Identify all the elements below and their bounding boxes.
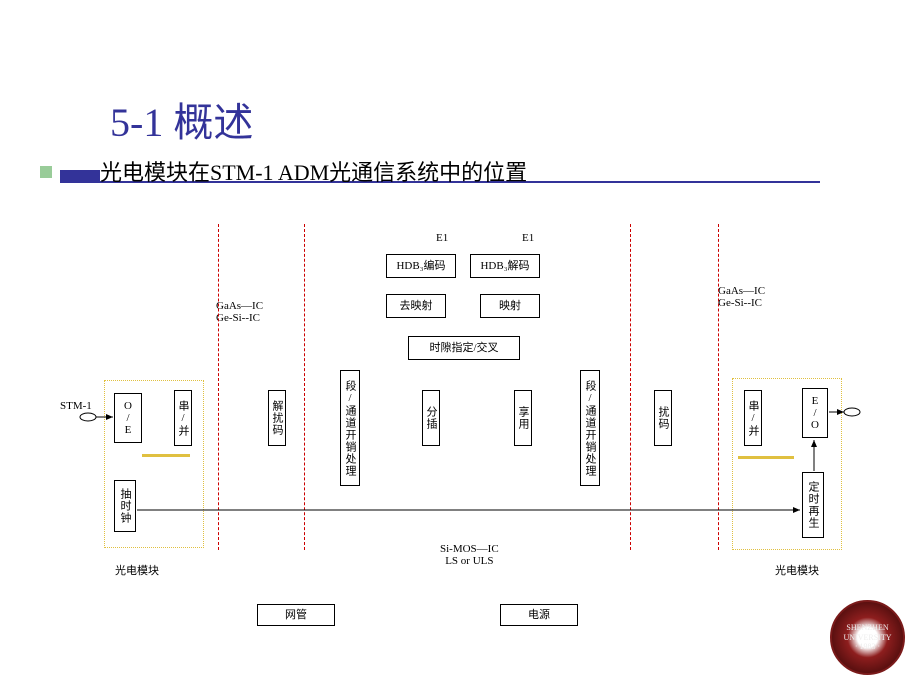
box-descr: 解扰码 xyxy=(268,390,286,446)
e1-right-label: E1 xyxy=(522,232,534,244)
box-mux: 享用 xyxy=(514,390,532,446)
box-scr: 扰码 xyxy=(654,390,672,446)
stm-label: STM-1 xyxy=(60,400,92,412)
logo-text: SHENZHEN UNIVERSITY · 1983 · xyxy=(844,623,892,652)
box-demap: 去映射 xyxy=(386,294,446,318)
university-logo: SHENZHEN UNIVERSITY · 1983 · xyxy=(830,600,905,675)
dashed-sep-4 xyxy=(718,224,719,550)
dashed-sep-1 xyxy=(218,224,219,550)
box-oe: O / E xyxy=(114,393,142,443)
box-power: 电源 xyxy=(500,604,578,626)
gaas-left-label: GaAs—IC Ge-Si--IC xyxy=(216,300,263,324)
page-subtitle: 光电模块在STM-1 ADM光通信系统中的位置 xyxy=(100,155,527,187)
dashed-sep-2 xyxy=(304,224,305,550)
oe-module-right-label: 光电模块 xyxy=(775,562,819,578)
box-clock: 抽时钟 xyxy=(114,480,136,532)
page-title: 5-1 概述 xyxy=(110,90,253,148)
box-ins: 分插 xyxy=(422,390,440,446)
box-nms: 网管 xyxy=(257,604,335,626)
box-soh2: 段/通道开销处理 xyxy=(580,370,600,486)
yellow-line-right xyxy=(738,456,794,459)
box-soh1: 段/通道开销处理 xyxy=(340,370,360,486)
box-regen: 定时再生 xyxy=(802,472,824,538)
oe-module-left-label: 光电模块 xyxy=(115,562,159,578)
box-timeslot: 时隙指定/交叉 xyxy=(408,336,520,360)
box-map: 映射 xyxy=(480,294,540,318)
gaas-right-label: GaAs—IC Ge-Si--IC xyxy=(718,285,765,309)
dashed-sep-3 xyxy=(630,224,631,550)
box-sp1: 串/并 xyxy=(174,390,192,446)
simos-label: Si-MOS—IC LS or ULS xyxy=(440,543,499,567)
e1-left-label: E1 xyxy=(436,232,448,244)
box-hdb_dec: HDB₃解码 xyxy=(470,254,540,278)
box-sp2: 串/并 xyxy=(744,390,762,446)
yellow-line-left xyxy=(142,454,190,457)
box-eo: E / O xyxy=(802,388,828,438)
box-hdb_enc: HDB₃编码 xyxy=(386,254,456,278)
